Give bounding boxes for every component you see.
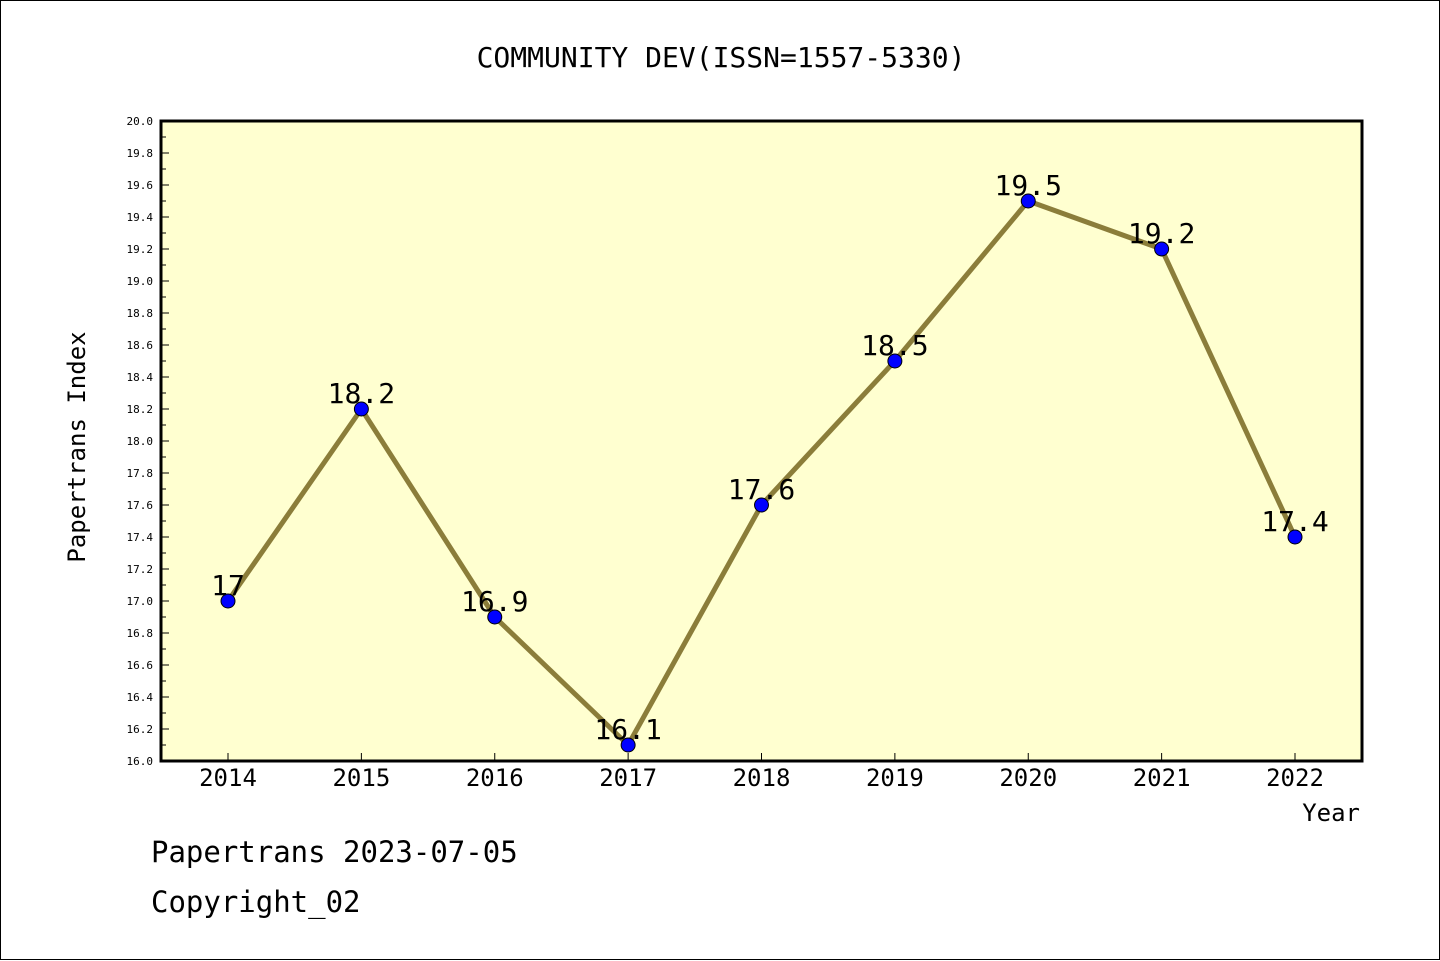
y-tick-label: 16.4 xyxy=(127,691,154,704)
y-tick-label: 17.0 xyxy=(127,595,154,608)
x-tick-label: 2020 xyxy=(999,764,1057,792)
data-label: 18.2 xyxy=(328,377,395,410)
data-label: 16.9 xyxy=(461,585,528,618)
data-point xyxy=(220,593,236,609)
y-axis: 16.0 16.2 16.4 16.6 16.8 17.0 17.2 17.4 17.6 17.8… xyxy=(127,115,169,768)
x-tick-label: 2018 xyxy=(733,764,791,792)
data-points xyxy=(220,193,1303,753)
data-point xyxy=(1154,241,1170,257)
data-point xyxy=(487,609,503,625)
data-label: 17.6 xyxy=(728,473,795,506)
chart-title: COMMUNITY DEV(ISSN=1557-5330) xyxy=(477,41,966,74)
y-tick-label: 20.0 xyxy=(127,115,154,128)
y-tick-label: 17.2 xyxy=(127,563,154,576)
y-tick-label: 18.2 xyxy=(127,403,154,416)
x-tick-label: 2021 xyxy=(1133,764,1191,792)
x-tick-label: 2016 xyxy=(466,764,524,792)
y-tick-label: 16.0 xyxy=(127,755,154,768)
x-tick-label: 2022 xyxy=(1266,764,1324,792)
y-tick-label: 19.2 xyxy=(127,243,154,256)
y-tick-label: 17.6 xyxy=(127,499,154,512)
plot-border xyxy=(159,119,1364,763)
x-tick-label: 2017 xyxy=(599,764,657,792)
x-tick-label: 2015 xyxy=(332,764,390,792)
x-tick-label: 2014 xyxy=(199,764,257,792)
x-axis: 2014 2015 2016 2017 2018 2019 2020 2021 2022 xyxy=(199,753,1324,792)
y-axis-label: Papertrans Index xyxy=(63,331,91,562)
data-label: 17 xyxy=(211,569,245,602)
y-tick-label: 18.6 xyxy=(127,339,154,352)
data-point xyxy=(620,737,636,753)
y-tick-label: 19.0 xyxy=(127,275,154,288)
y-tick-label: 17.4 xyxy=(127,531,154,544)
y-tick-label: 19.4 xyxy=(127,211,154,224)
data-label: 18.5 xyxy=(861,329,928,362)
y-tick-label: 16.2 xyxy=(127,723,154,736)
data-label: 19.5 xyxy=(995,169,1062,202)
y-tick-label: 16.6 xyxy=(127,659,154,672)
data-label: 17.4 xyxy=(1261,505,1328,538)
y-tick-label: 19.8 xyxy=(127,147,154,160)
y-tick-label: 18.4 xyxy=(127,371,154,384)
data-point xyxy=(1287,529,1303,545)
footer-source-date: Papertrans 2023-07-05 xyxy=(151,835,518,869)
data-point xyxy=(887,353,903,369)
y-tick-label: 19.6 xyxy=(127,179,154,192)
data-point xyxy=(754,497,769,513)
y-tick-label: 17.8 xyxy=(127,467,154,480)
x-tick-label: 2019 xyxy=(866,764,924,792)
data-label: 16.1 xyxy=(594,713,661,746)
x-axis-label: Year xyxy=(1302,799,1360,827)
data-label: 19.2 xyxy=(1128,217,1195,250)
plot-area xyxy=(161,121,1362,761)
y-tick-label: 18.8 xyxy=(127,307,154,320)
data-labels: 17 18.2 16.9 16.1 17.6 18.5 19.5 19.2 17.4 xyxy=(211,169,1329,746)
data-point xyxy=(1020,193,1036,209)
footer-copyright: Copyright_02 xyxy=(151,885,361,919)
y-tick-label: 18.0 xyxy=(127,435,154,448)
y-tick-label: 16.8 xyxy=(127,627,154,640)
data-point xyxy=(353,401,369,417)
